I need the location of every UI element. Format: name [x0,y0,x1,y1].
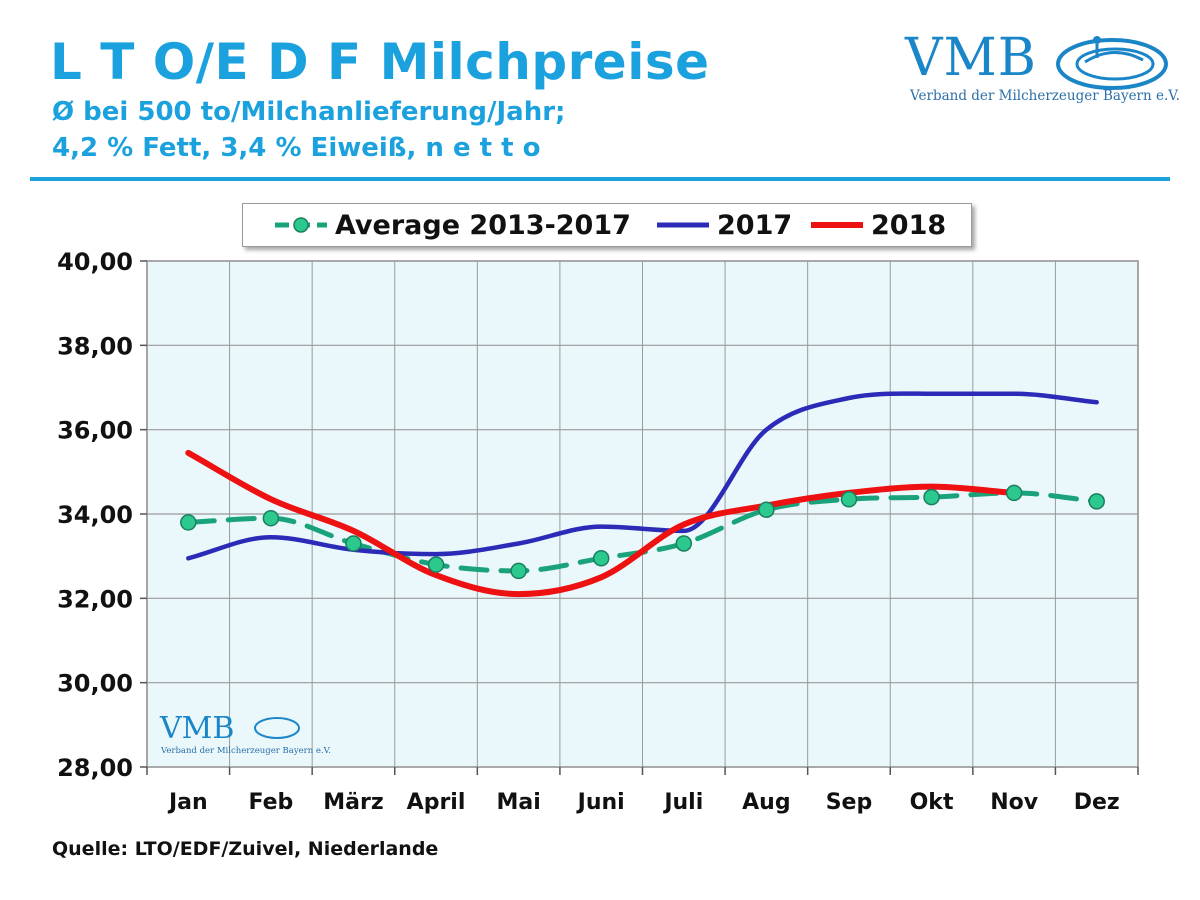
y-tick-label: 40,00 [57,248,133,276]
x-tick-label: April [407,790,466,815]
series-average-point [427,556,445,573]
series-average-point [1005,484,1023,502]
y-tick-label: 38,00 [57,332,133,360]
series-average-point [923,488,940,506]
chart-subtitle-line-2: 4,2 % Fett, 3,4 % Eiweiß, n e t t o [52,133,541,163]
series-average-point [758,501,775,519]
watermark-wordmark: VMB [159,711,234,746]
logo-swirl-icon [1056,36,1168,90]
legend-2017-label: 2017 [717,209,793,241]
series-average-point [262,509,280,527]
legend-item-average: Average 2013-2017 [273,204,631,246]
legend-item-2017: 2017 [655,204,792,246]
x-tick-label: Sep [826,790,873,815]
x-tick-label: Juni [576,790,625,815]
legend-average-swatch [275,217,327,233]
axes [140,260,1139,775]
vmb-watermark: VMB Verband der Milcherzeuger Bayern e.V… [159,711,331,756]
series-average-point [840,490,858,508]
x-tick-label: Aug [742,790,790,815]
chart-legend: Average 2013-2017 2017 2018 [242,203,972,247]
x-tick-label: Nov [990,790,1039,815]
x-tick-label: Feb [248,790,293,815]
y-tick-label: 36,00 [57,417,133,445]
y-tick-label: 34,00 [57,501,133,529]
x-tick-label: Juli [662,790,703,815]
chart-subtitle-line-1: Ø bei 500 to/Milchanlieferung/Jahr; [52,97,566,127]
y-tick-label: 30,00 [57,670,133,698]
watermark-swirl-icon [254,717,300,739]
legend-2018-label: 2018 [871,209,947,241]
source-note: Quelle: LTO/EDF/Zuivel, Niederlande [52,838,439,860]
y-tick-label: 32,00 [57,585,133,613]
series-average-point [1088,493,1105,510]
series-average-point [510,562,527,580]
header-divider [30,177,1170,181]
x-tick-label: Okt [910,790,954,815]
x-tick-label: Mai [496,790,540,815]
axis-labels: 40,00 38,00 36,00 34,00 32,00 30,00 28,00 Jan Fe… [57,248,1120,815]
series-average-point [345,535,362,552]
legend-2017-swatch [657,222,709,228]
series-2018-line [185,449,1018,598]
legend-2018-swatch [811,222,863,228]
y-tick-label: 28,00 [57,754,133,782]
series-average-point [675,535,693,552]
series-average-point [592,550,610,567]
series [180,391,1105,598]
x-tick-label: März [323,790,383,815]
legend-average-label: Average 2013-2017 [335,209,631,241]
x-tick-label: Jan [167,790,208,815]
logo-wordmark: VMB [905,28,1038,88]
chart-title: L T O/E D F Milchpreise [50,33,710,91]
watermark-tagline: Verband der Milcherzeuger Bayern e.V. [160,746,331,756]
x-tick-label: Dez [1074,790,1120,815]
vmb-logo: VMB Verband der Milcherzeuger Bayern e.V… [905,26,1180,116]
series-average-point [180,514,197,531]
legend-item-2018: 2018 [809,204,946,246]
logo-tagline: Verband der Milcherzeuger Bayern e.V. [910,88,1180,104]
